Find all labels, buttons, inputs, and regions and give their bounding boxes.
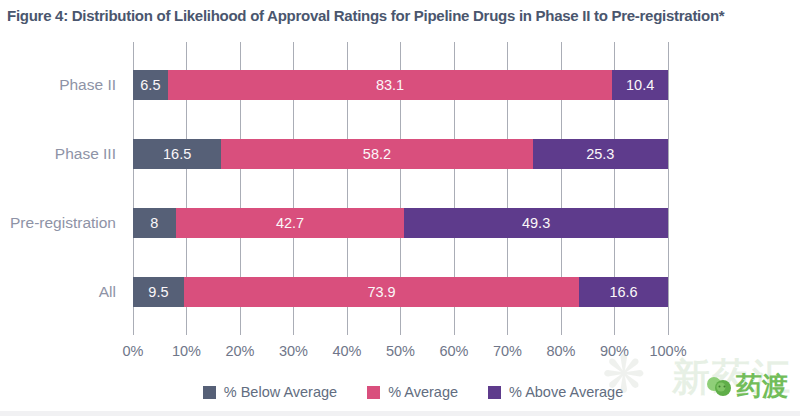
footer-strip (0, 411, 800, 416)
tree-icon (706, 376, 732, 398)
value-label: 8 (150, 215, 158, 231)
legend-label: % Below Average (224, 384, 337, 400)
x-tick-label: 50% (386, 343, 415, 359)
value-label: 49.3 (522, 215, 550, 231)
value-label: 73.9 (367, 284, 395, 300)
logo-text: 药渡 (736, 369, 788, 404)
x-tick-label: 80% (546, 343, 575, 359)
legend-swatch (203, 386, 216, 399)
x-tick-label: 60% (439, 343, 468, 359)
plot-area: 6.5 83.1 10.4 16.5 58.2 25.3 8 42.7 49.3 9.5 73.9 1… (133, 42, 668, 335)
x-tick-label: 90% (600, 343, 629, 359)
stacked-bar: 8 42.7 49.3 (133, 208, 668, 238)
ylabel-slot: All (0, 258, 125, 327)
category-label: Pre-registration (10, 214, 125, 232)
value-label: 42.7 (276, 215, 304, 231)
category-label: Phase II (59, 76, 125, 94)
x-tick-label: 10% (172, 343, 201, 359)
logo: 药渡 (706, 369, 788, 404)
bar-row: 9.5 73.9 16.6 (133, 258, 668, 327)
figure-title: Figure 4: Distribution of Likelihood of … (7, 7, 724, 25)
legend: % Below Average % Average % Above Average (133, 384, 693, 400)
legend-label: % Above Average (509, 384, 623, 400)
x-tick-label: 70% (493, 343, 522, 359)
category-label: Phase III (55, 145, 125, 163)
y-axis-labels: Phase II Phase III Pre-registration All (0, 42, 125, 327)
stacked-bar: 6.5 83.1 10.4 (133, 70, 668, 100)
bar-segment: 6.5 (133, 70, 168, 100)
legend-swatch (367, 386, 380, 399)
legend-label: % Average (388, 384, 458, 400)
ylabel-slot: Pre-registration (0, 189, 125, 258)
stacked-bar: 9.5 73.9 16.6 (133, 277, 668, 307)
bar-segment: 10.4 (612, 70, 668, 100)
bar-segment: 16.5 (133, 139, 221, 169)
bar-rows: 6.5 83.1 10.4 16.5 58.2 25.3 8 42.7 49.3 9.5 73.9 1… (133, 42, 668, 327)
bar-row: 16.5 58.2 25.3 (133, 119, 668, 188)
bar-segment: 42.7 (176, 208, 404, 238)
stacked-bar: 16.5 58.2 25.3 (133, 139, 668, 169)
legend-item: % Above Average (488, 384, 623, 400)
x-tick-label: 30% (279, 343, 308, 359)
ylabel-slot: Phase III (0, 119, 125, 188)
value-label: 9.5 (148, 284, 168, 300)
ylabel-slot: Phase II (0, 50, 125, 119)
bar-segment: 73.9 (184, 277, 579, 307)
category-label: All (99, 283, 125, 301)
x-tick-label: 40% (332, 343, 361, 359)
x-axis-tick-labels: 0%10%20%30%40%50%60%70%80%90%100% (133, 343, 668, 361)
legend-swatch (488, 386, 501, 399)
value-label: 6.5 (140, 77, 160, 93)
x-tick-label: 100% (649, 343, 686, 359)
value-label: 25.3 (586, 146, 614, 162)
bar-row: 6.5 83.1 10.4 (133, 50, 668, 119)
bar-segment: 49.3 (404, 208, 668, 238)
value-label: 83.1 (376, 77, 404, 93)
x-tick-label: 20% (225, 343, 254, 359)
bar-segment: 9.5 (133, 277, 184, 307)
bar-segment: 16.6 (579, 277, 668, 307)
bar-segment: 58.2 (221, 139, 532, 169)
bar-segment: 25.3 (533, 139, 668, 169)
bar-segment: 83.1 (168, 70, 613, 100)
legend-item: % Average (367, 384, 458, 400)
legend-item: % Below Average (203, 384, 337, 400)
value-label: 16.5 (163, 146, 191, 162)
bar-segment: 8 (133, 208, 176, 238)
value-label: 16.6 (609, 284, 637, 300)
value-label: 58.2 (363, 146, 391, 162)
value-label: 10.4 (626, 77, 654, 93)
bar-row: 8 42.7 49.3 (133, 189, 668, 258)
x-tick-label: 0% (123, 343, 144, 359)
watermark: ❋ 新药汇 药渡 (644, 352, 794, 414)
